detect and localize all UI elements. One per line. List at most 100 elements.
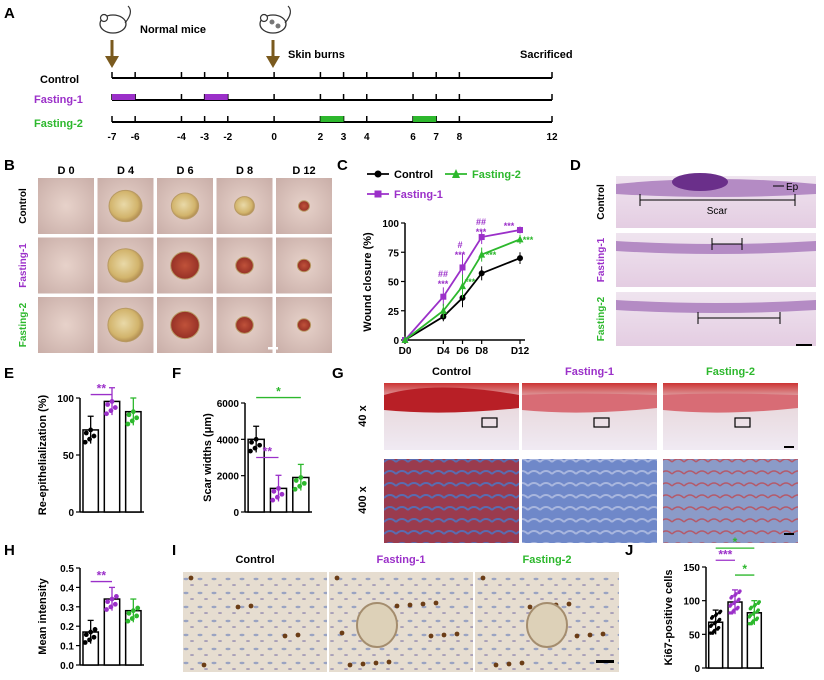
legend-label: Fasting-1 xyxy=(394,189,443,201)
magnification-label: 400 x xyxy=(357,485,369,513)
wound-photo xyxy=(38,178,94,234)
data-point xyxy=(271,488,277,494)
day-label: 4 xyxy=(364,132,370,143)
ki67-column-label: Fasting-1 xyxy=(377,554,426,566)
he-row-label: Fasting-1 xyxy=(596,237,607,282)
row-label-control: Control xyxy=(40,74,79,86)
y-tick-label: 25 xyxy=(388,307,400,318)
data-point xyxy=(87,637,92,643)
panel-d-he-sections: Control Fasting-1 Fasting-2 Scar Ep xyxy=(596,173,816,346)
scale-bar xyxy=(796,344,812,346)
ki67-positive-nucleus xyxy=(420,601,426,607)
ki67-positive-nucleus xyxy=(428,633,434,639)
ki67-column-label: Fasting-2 xyxy=(523,554,572,566)
masson-40x xyxy=(522,383,657,450)
data-point xyxy=(113,594,119,599)
ki67-positive-nucleus xyxy=(201,662,207,668)
wound-area xyxy=(170,251,200,280)
data-point xyxy=(708,624,713,629)
data-point xyxy=(91,634,97,640)
he-row-label: Fasting-2 xyxy=(596,296,607,341)
hair-follicle xyxy=(526,602,568,648)
day-label: 7 xyxy=(433,132,439,143)
data-point xyxy=(293,478,299,483)
y-tick-label: 0 xyxy=(68,508,74,519)
y-tick-label: 0.1 xyxy=(60,642,74,653)
dermis-band xyxy=(384,387,519,413)
scab xyxy=(672,173,728,191)
panel-b-letter: B xyxy=(4,157,15,174)
data-point xyxy=(88,629,94,635)
y-tick-label: 4000 xyxy=(217,435,240,446)
data-point xyxy=(710,631,715,635)
day-label: 12 xyxy=(546,132,558,143)
ki67-positive-nucleus xyxy=(506,661,512,667)
panel-a-timeline: Normal mice Skin burns Sacrificed Contro… xyxy=(34,5,573,143)
fasting2-period xyxy=(320,116,344,122)
wound-area xyxy=(107,307,144,343)
ki67-positive-nucleus xyxy=(248,603,254,609)
masson-40x xyxy=(663,383,798,450)
data-point xyxy=(108,408,114,414)
data-point xyxy=(104,607,109,612)
panel-c-letter: C xyxy=(337,157,348,174)
significance-mark: *** xyxy=(476,227,487,237)
data-point xyxy=(109,399,115,404)
significance-mark: *** xyxy=(523,235,534,245)
data-point xyxy=(517,255,523,262)
data-point xyxy=(478,234,485,241)
masson-column-label: Fasting-2 xyxy=(706,366,755,378)
data-point xyxy=(478,270,485,277)
x-tick-label: D0 xyxy=(399,346,412,357)
ki67-positive-nucleus xyxy=(493,662,499,668)
y-axis-label: Ki67-positive cells xyxy=(663,570,675,666)
panel-h-mean-intensity-chart: 0.0 0.1 0.2 0.3 0.4 0.5 Mean intensity ** xyxy=(37,564,144,672)
legend-marker xyxy=(374,170,382,178)
data-point xyxy=(126,610,132,616)
data-point xyxy=(754,617,759,622)
ki67-image xyxy=(183,572,327,672)
y-tick-label: 75 xyxy=(388,248,400,259)
data-point xyxy=(748,606,753,611)
scale-bar xyxy=(784,446,794,448)
data-point xyxy=(276,485,281,491)
day-label: 6 xyxy=(410,132,416,143)
row-label-fasting2: Fasting-2 xyxy=(34,118,83,130)
data-point xyxy=(104,411,109,417)
x-tick-label: D12 xyxy=(511,346,530,357)
data-point xyxy=(516,235,524,243)
y-tick-label: 50 xyxy=(689,630,701,641)
significance-mark: ** xyxy=(263,445,273,459)
data-point xyxy=(82,640,88,645)
data-point xyxy=(747,615,752,619)
wound-area xyxy=(296,318,312,332)
legend-marker xyxy=(452,169,460,178)
data-point xyxy=(459,282,466,290)
ki67-positive-nucleus xyxy=(347,662,353,668)
zoom-box xyxy=(593,417,610,428)
data-point xyxy=(130,409,136,415)
data-point xyxy=(135,605,141,611)
y-tick-label: 50 xyxy=(63,451,75,462)
data-point xyxy=(713,613,718,618)
panel-h-letter: H xyxy=(4,542,15,559)
ki67-positive-nucleus xyxy=(339,630,345,636)
photo-row-label: Fasting-2 xyxy=(18,302,29,347)
x-tick-label: D8 xyxy=(475,346,488,357)
data-point xyxy=(716,619,721,623)
data-point xyxy=(109,596,115,602)
sacrificed-label: Sacrificed xyxy=(520,49,573,61)
mouse-icon xyxy=(99,5,131,34)
panel-b-wound-photos: D 0 D 4 D 6 D 8 D 12 Control Fasting-1 Fasting-… xyxy=(18,165,332,353)
significance-mark: * xyxy=(276,385,281,399)
data-point xyxy=(249,439,254,445)
data-point xyxy=(108,604,114,610)
ki67-positive-nucleus xyxy=(235,604,241,610)
skin-burns-label: Skin burns xyxy=(288,49,345,61)
data-point xyxy=(717,610,722,615)
panel-a-letter: A xyxy=(4,5,15,22)
fasting2-period xyxy=(413,116,437,122)
panel-i-ki67-stain: Control Fasting-1 Fasting-2 xyxy=(183,554,619,672)
data-point xyxy=(292,486,298,492)
panel-g-letter: G xyxy=(332,365,344,382)
